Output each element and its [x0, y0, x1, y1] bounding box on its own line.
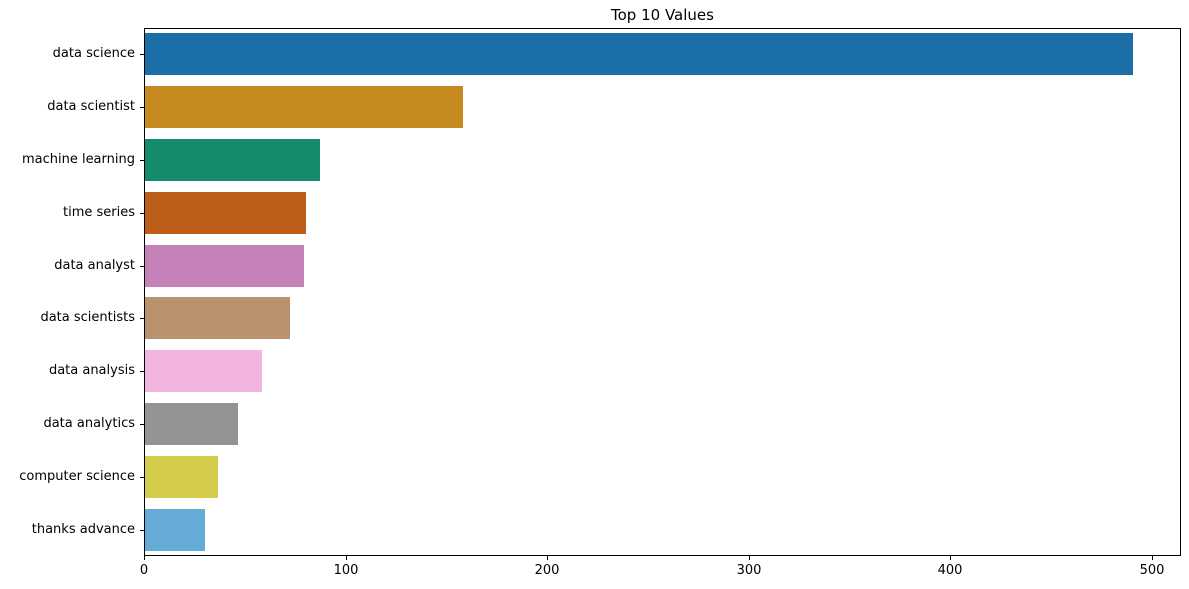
y-axis-tick [140, 213, 144, 214]
x-tick-label: 0 [139, 563, 149, 578]
x-tick-label: 500 [1139, 563, 1165, 578]
x-axis-tick [144, 556, 145, 560]
y-tick-label: data scientist [47, 99, 135, 114]
y-axis-tick [140, 54, 144, 55]
bar-time-series [145, 192, 306, 234]
x-axis-tick [950, 556, 951, 560]
x-axis-tick [1152, 556, 1153, 560]
y-axis-tick [140, 318, 144, 319]
x-tick-label: 300 [736, 563, 762, 578]
y-tick-label: data scientists [40, 310, 135, 325]
y-tick-label: data science [52, 46, 135, 61]
y-tick-label: thanks advance [31, 522, 135, 537]
y-axis-tick [140, 530, 144, 531]
bar-data-analyst [145, 245, 304, 287]
y-tick-label: data analytics [43, 416, 135, 431]
x-tick-label: 400 [937, 563, 963, 578]
bar-thanks-advance [145, 509, 205, 551]
x-axis-tick [749, 556, 750, 560]
x-tick-label: 200 [534, 563, 560, 578]
bar-data-scientists [145, 297, 290, 339]
y-tick-label: computer science [19, 469, 135, 484]
bar-data-scientist [145, 86, 463, 128]
y-axis-tick [140, 160, 144, 161]
y-axis-tick [140, 424, 144, 425]
y-axis-tick [140, 371, 144, 372]
y-tick-label: machine learning [21, 152, 135, 167]
bar-data-analytics [145, 403, 238, 445]
bar-data-analysis [145, 350, 262, 392]
y-axis-tick [140, 107, 144, 108]
x-tick-label: 100 [333, 563, 359, 578]
bar-data-science [145, 33, 1133, 75]
x-axis-tick [547, 556, 548, 560]
chart-title: Top 10 Values [611, 6, 714, 24]
y-tick-label: time series [62, 205, 135, 220]
y-axis-tick [140, 477, 144, 478]
y-tick-label: data analyst [54, 258, 135, 273]
x-axis-tick [346, 556, 347, 560]
bar-machine-learning [145, 139, 320, 181]
y-tick-label: data analysis [48, 363, 135, 378]
bar-computer-science [145, 456, 218, 498]
y-axis-tick [140, 266, 144, 267]
